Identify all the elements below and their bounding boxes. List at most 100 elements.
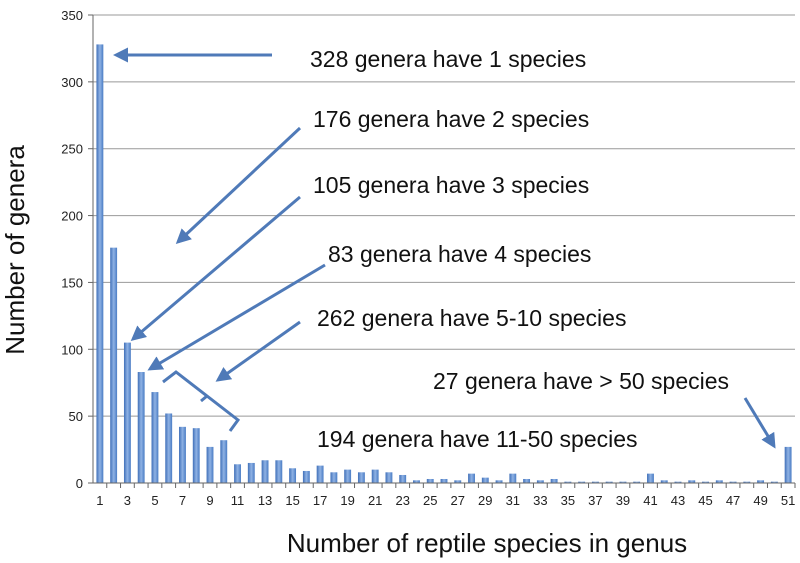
x-tick-label: 27 xyxy=(451,493,465,508)
bar-32 xyxy=(523,478,531,483)
x-tick-label: 31 xyxy=(506,493,520,508)
bar-6 xyxy=(165,413,173,483)
bar-43 xyxy=(674,481,682,483)
bar-12 xyxy=(247,462,255,483)
bar-17 xyxy=(316,465,324,483)
bar-27 xyxy=(454,480,462,483)
bar-13 xyxy=(261,460,269,483)
bar-39 xyxy=(619,481,627,483)
y-axis-label: Number of genera xyxy=(0,145,30,355)
bar-19 xyxy=(344,469,352,483)
bracket-5-10 xyxy=(162,370,241,432)
x-tick-label: 15 xyxy=(285,493,299,508)
bar-25 xyxy=(426,478,434,483)
bar-51 xyxy=(784,446,792,483)
annotations: 328 genera have 1 species 176 genera have… xyxy=(113,46,776,452)
bar-47 xyxy=(729,481,737,483)
annotation-arrow xyxy=(743,397,776,449)
x-tick-label: 35 xyxy=(561,493,575,508)
bar-8 xyxy=(192,428,200,483)
x-tick-label: 7 xyxy=(179,493,186,508)
bar-45 xyxy=(702,481,709,483)
annotation-label: 83 genera have 4 species xyxy=(328,241,591,267)
bar-5 xyxy=(151,392,159,483)
bar-11 xyxy=(234,464,241,483)
bar-48 xyxy=(743,481,751,483)
bar-21 xyxy=(371,469,379,483)
x-tick-label: 23 xyxy=(395,493,409,508)
annotation-label: 262 genera have 5-10 species xyxy=(317,305,626,331)
x-tick-label: 13 xyxy=(258,493,272,508)
annotation-arrow xyxy=(175,126,302,245)
x-tick-label: 9 xyxy=(206,493,213,508)
bar-34 xyxy=(550,478,558,483)
bar-20 xyxy=(357,472,365,483)
bar-7 xyxy=(179,426,186,483)
x-tick-label: 47 xyxy=(726,493,740,508)
x-tick-label: 25 xyxy=(423,493,437,508)
x-axis-label: Number of reptile species in genus xyxy=(287,528,687,558)
bar-36 xyxy=(578,481,586,483)
x-tick-label: 49 xyxy=(753,493,767,508)
bar-49 xyxy=(757,480,765,483)
bar-23 xyxy=(399,474,407,483)
x-tick-label: 11 xyxy=(231,493,245,508)
bar-28 xyxy=(468,473,475,483)
bar-9 xyxy=(206,446,214,483)
bar-41 xyxy=(647,473,654,483)
bar-24 xyxy=(413,480,420,483)
x-tick-label: 17 xyxy=(313,493,327,508)
bar-44 xyxy=(688,480,696,483)
x-tick-label: 51 xyxy=(781,493,795,508)
x-tick-label: 3 xyxy=(124,493,131,508)
bar-30 xyxy=(495,480,503,483)
x-tick-label: 1 xyxy=(96,493,103,508)
x-tick-label: 19 xyxy=(340,493,354,508)
y-tick-label: 200 xyxy=(61,209,83,224)
bar-15 xyxy=(289,468,297,483)
bar-14 xyxy=(275,460,283,483)
x-tick-label: 29 xyxy=(478,493,492,508)
x-tick-label: 37 xyxy=(588,493,602,508)
bar-26 xyxy=(440,478,448,483)
x-tick-label: 5 xyxy=(151,493,158,508)
annotation-label: 176 genera have 2 species xyxy=(313,106,589,132)
bar-40 xyxy=(633,481,641,483)
x-tick-label: 33 xyxy=(533,493,547,508)
bar-31 xyxy=(509,473,517,483)
annotation-label: 27 genera have > 50 species xyxy=(433,368,729,394)
x-tick-label: 39 xyxy=(616,493,630,508)
bar-4 xyxy=(137,372,145,483)
x-tick-label: 41 xyxy=(643,493,657,508)
gridlines xyxy=(93,14,795,417)
y-tick-label: 350 xyxy=(61,8,83,23)
y-tick-label: 150 xyxy=(61,275,83,290)
x-tick-label: 43 xyxy=(671,493,685,508)
bar-35 xyxy=(564,481,572,483)
annotation-arrow xyxy=(147,263,326,371)
y-tick-label: 250 xyxy=(61,142,83,157)
annotation-label: 194 genera have 11-50 species xyxy=(317,426,638,452)
bars xyxy=(96,44,792,483)
bar-18 xyxy=(330,472,338,483)
bar-2 xyxy=(110,247,118,483)
x-tick-label: 21 xyxy=(368,493,382,508)
bar-33 xyxy=(536,480,544,483)
annotation-arrow xyxy=(215,320,301,382)
bar-46 xyxy=(715,480,723,483)
bar-37 xyxy=(591,481,599,483)
bar-50 xyxy=(770,481,778,483)
bar-42 xyxy=(660,480,668,483)
bar-22 xyxy=(385,472,393,483)
bar-10 xyxy=(220,440,228,483)
y-tick-label: 0 xyxy=(76,476,83,491)
annotation-arrow xyxy=(130,195,301,341)
bar-29 xyxy=(481,477,489,483)
bar-1 xyxy=(96,44,104,483)
annotation-label: 328 genera have 1 species xyxy=(310,46,586,72)
bar-3 xyxy=(123,342,131,483)
y-tick-label: 50 xyxy=(69,409,83,424)
bar-16 xyxy=(302,470,310,483)
